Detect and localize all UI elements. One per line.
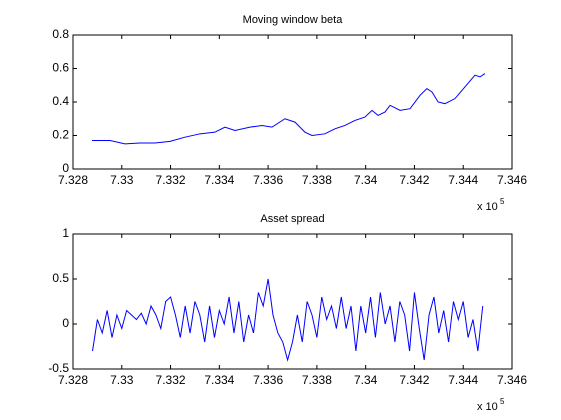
x-tick-label: 7.328 (58, 173, 88, 187)
x-tick-label: 7.34 (354, 373, 378, 387)
axes-box (72, 34, 513, 170)
x-tick-label: 7.33 (110, 373, 134, 387)
x-tick-label: 7.334 (204, 173, 234, 187)
x-tick-label: 7.346 (497, 173, 527, 187)
x-tick-label: 7.338 (302, 373, 332, 387)
x-tick-label: 7.342 (399, 173, 429, 187)
x-tick-label: 7.342 (399, 373, 429, 387)
y-tick-label: 0.8 (52, 27, 69, 41)
y-tick-label: 0 (62, 316, 69, 330)
y-tick-label: 1 (62, 226, 69, 240)
x-tick-label: 7.328 (58, 373, 88, 387)
x-tick-label: 7.336 (253, 373, 283, 387)
x-tick-label: 7.338 (302, 173, 332, 187)
data-line (92, 73, 486, 145)
axes-background (73, 35, 512, 169)
x-scale-exponent: 5 (500, 397, 505, 406)
x-tick-label: 7.332 (156, 173, 186, 187)
data-line (92, 278, 484, 362)
chart-title: Moving window beta (243, 14, 344, 26)
axes-background (73, 234, 512, 369)
x-tick-label: 7.336 (253, 173, 283, 187)
x-tick-label: 7.344 (448, 173, 478, 187)
x-scale-exponent: 5 (500, 197, 505, 206)
chart-title: Asset spread (260, 213, 324, 225)
x-scale-label: x 10 (477, 401, 498, 413)
x-tick-label: 7.344 (448, 373, 478, 387)
axes-box (72, 233, 513, 370)
x-tick-label: 7.33 (110, 173, 134, 187)
y-tick-label: 0.4 (52, 94, 69, 108)
y-tick-label: 0.6 (52, 61, 69, 75)
x-tick-label: 7.334 (204, 373, 234, 387)
y-tick-label: -0.5 (48, 361, 69, 375)
x-tick-label: 7.332 (156, 373, 186, 387)
y-tick-label: 0.5 (52, 271, 69, 285)
y-tick-label: 0 (62, 161, 69, 175)
x-scale-label: x 10 (477, 201, 498, 213)
x-tick-label: 7.34 (354, 173, 378, 187)
y-tick-label: 0.2 (52, 128, 69, 142)
x-tick-label: 7.346 (497, 373, 527, 387)
